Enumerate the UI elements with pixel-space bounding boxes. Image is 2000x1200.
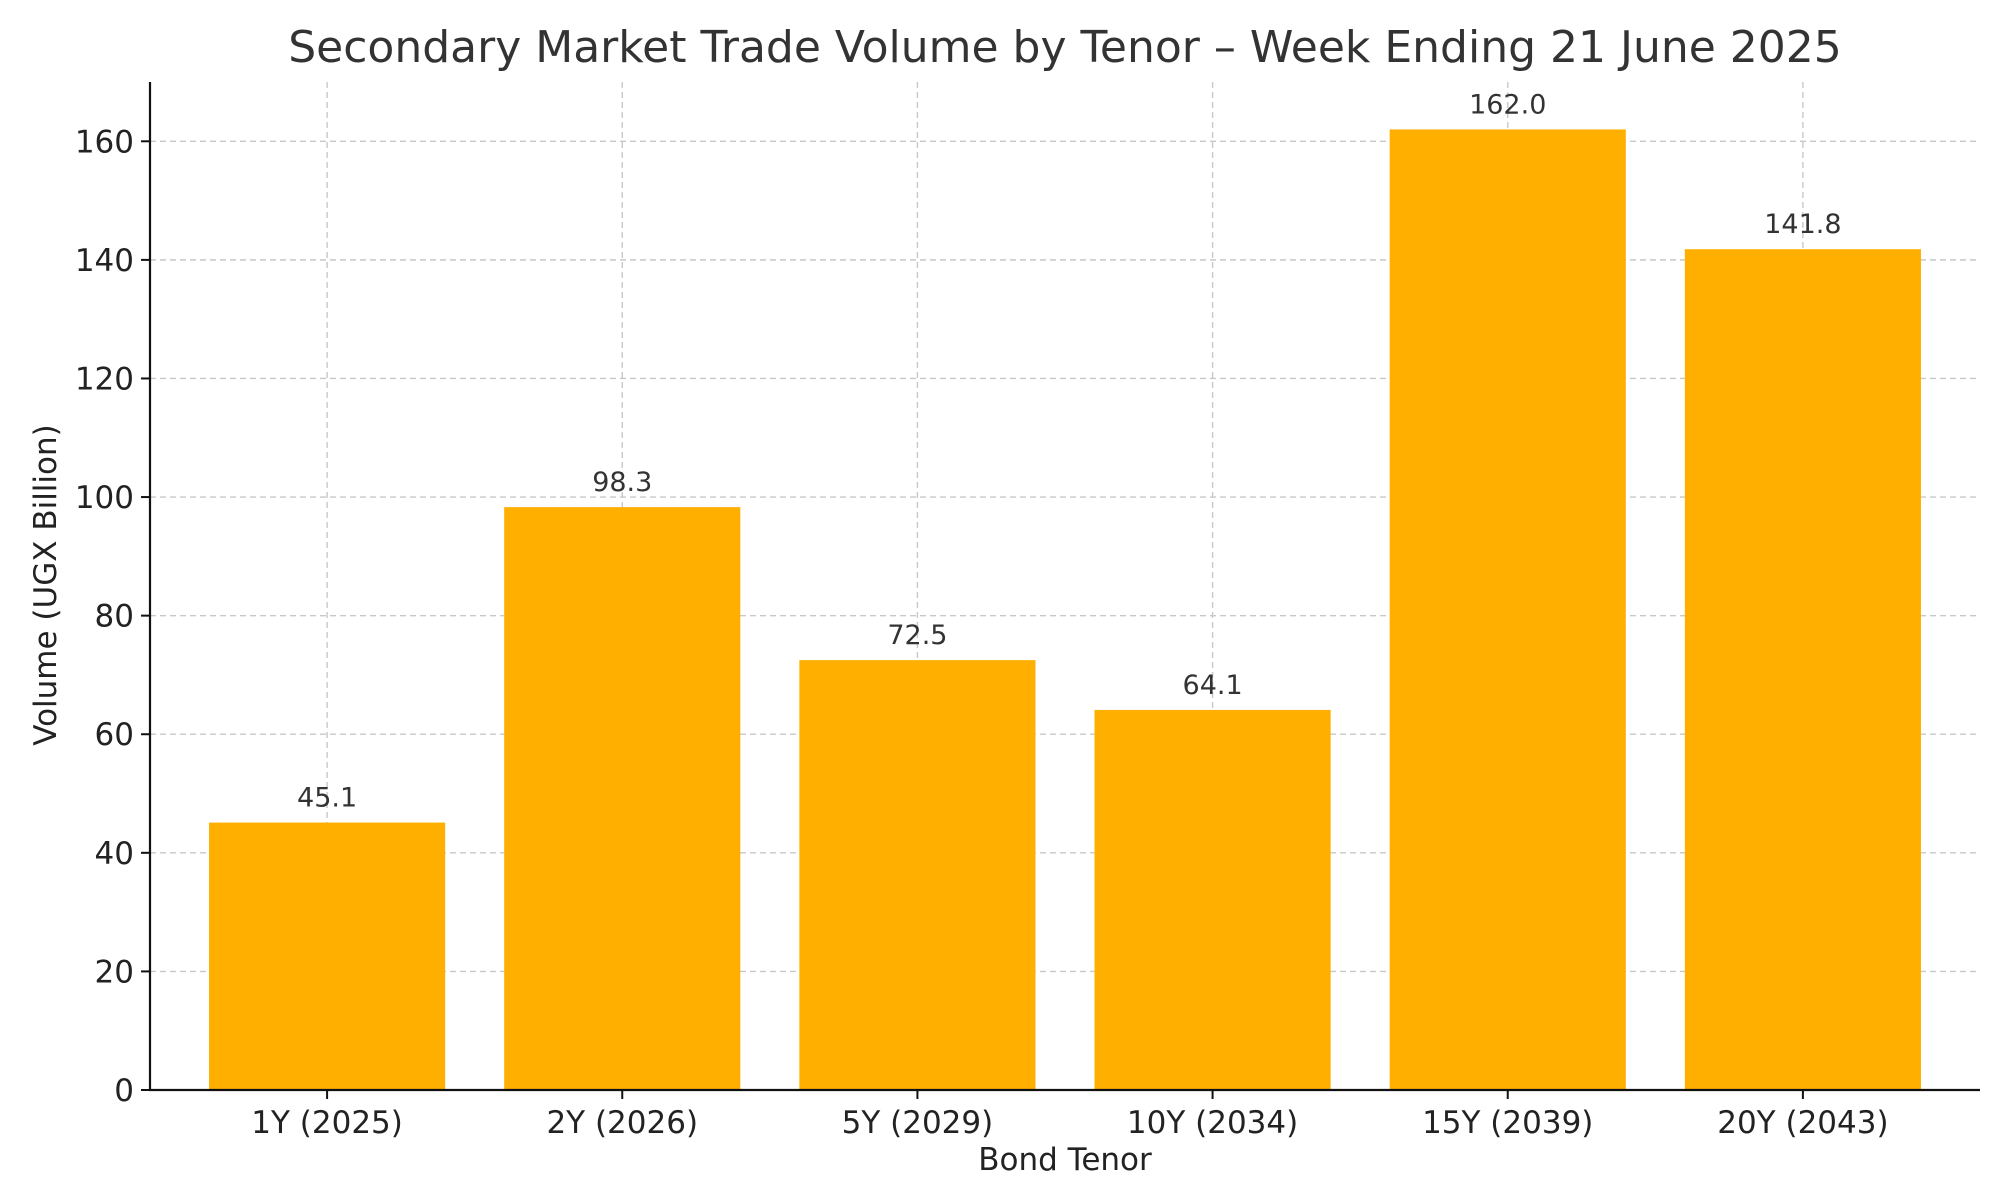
bar-data-label: 141.8 [1764,209,1841,240]
y-tick-label: 20 [95,954,134,990]
chart-title: Secondary Market Trade Volume by Tenor –… [288,22,1842,73]
x-tick-label: 20Y (2043) [1717,1105,1888,1141]
bar-layer [209,129,1921,1091]
bar [799,660,1036,1090]
label-layer: 45.1 98.3 72.5 64.1 162.0 141.8 [297,89,1842,813]
bar [1094,709,1331,1090]
y-tick-label: 140 [75,243,134,279]
y-tick-label: 100 [75,480,134,516]
y-tick-label: 120 [75,361,134,397]
bar-data-label: 64.1 [1183,670,1243,701]
bar [1389,129,1626,1090]
bar [209,822,446,1090]
y-tick-label: 60 [95,717,134,753]
y-tick-label: 160 [75,124,134,160]
axis-layer: 0 20 40 60 80 100 120 140 160 1Y (2025) 2Y (2026) 5… [75,82,1980,1141]
bar-data-label: 98.3 [592,467,652,498]
y-tick-label: 0 [114,1073,134,1109]
bar-data-label: 72.5 [887,620,947,651]
x-tick-label: 1Y (2025) [251,1105,403,1141]
bar [1684,249,1921,1090]
x-tick-label: 5Y (2029) [842,1105,994,1141]
bar-data-label: 162.0 [1469,89,1546,120]
y-tick-label: 80 [95,599,134,635]
x-tick-label: 10Y (2034) [1127,1105,1298,1141]
x-tick-label: 15Y (2039) [1422,1105,1593,1141]
x-axis-title: Bond Tenor [978,1142,1152,1178]
x-tick-label: 2Y (2026) [546,1105,698,1141]
y-tick-label: 40 [95,836,134,872]
y-axis-title: Volume (UGX Billion) [28,424,64,745]
bar-data-label: 45.1 [297,783,357,814]
bar [504,507,741,1091]
